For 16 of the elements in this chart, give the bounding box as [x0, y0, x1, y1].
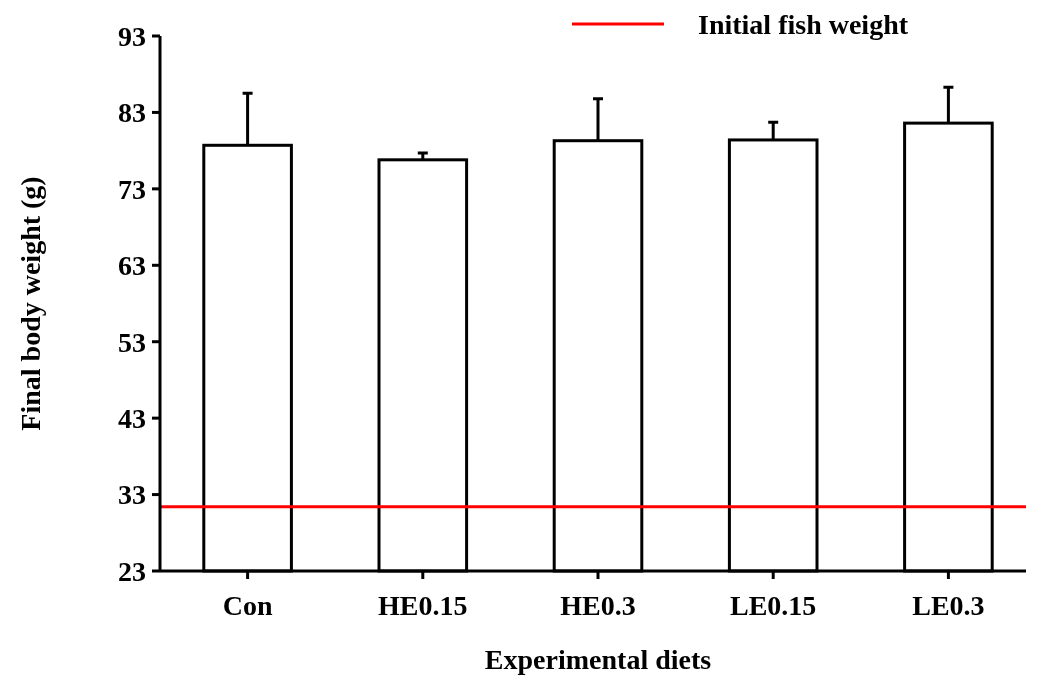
y-axis-title: Final body weight (g) — [15, 176, 46, 431]
x-tick-label: LE0.15 — [730, 590, 817, 621]
legend-label: Initial fish weight — [698, 8, 909, 40]
y-tick-label: 93 — [118, 20, 146, 52]
x-tick-label: LE0.3 — [912, 590, 985, 621]
y-tick-label: 43 — [118, 402, 146, 434]
y-tick-label: 33 — [118, 479, 146, 511]
y-tick-label: 73 — [118, 173, 146, 205]
y-tick-label: 53 — [118, 326, 146, 358]
x-axis-title: Experimental diets — [484, 644, 712, 675]
x-tick-label: HE0.15 — [378, 590, 468, 621]
x-tick-label: HE0.3 — [560, 590, 636, 621]
x-tick-label: Con — [222, 590, 273, 621]
y-tick-label: 63 — [118, 250, 146, 282]
y-tick-label: 83 — [118, 97, 146, 129]
y-tick-label: 23 — [118, 555, 146, 587]
